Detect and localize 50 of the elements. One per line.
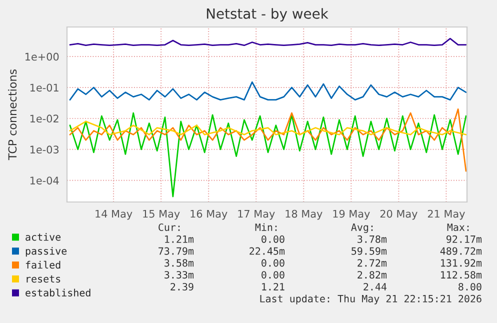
legend-label: active [26, 233, 61, 241]
line-series [69, 108, 467, 172]
x-tick-label: 16 May [190, 210, 228, 220]
y-tick-label: 1e-02 [30, 114, 58, 123]
text: 0.00 [262, 271, 284, 279]
text: 2.44 [364, 282, 387, 290]
text: 59.59m [352, 247, 387, 255]
y-tick-label: 1e-04 [30, 176, 59, 184]
text: 3.33m [164, 271, 194, 279]
x-tick-label: 15 May [143, 210, 180, 220]
x-tick-label: 14 May [96, 210, 132, 220]
x-tick-label: 20 May [380, 210, 418, 220]
x-tick-label: 18 May [286, 210, 322, 220]
text: Avg: [351, 224, 373, 233]
x-tick-label: 19 May [333, 210, 370, 220]
y-tick-label: 1e-03 [30, 146, 59, 154]
y-axis-title: TCP connections [8, 69, 17, 160]
x-tick-label: 17 May [238, 210, 275, 220]
text: 22.45m [250, 247, 285, 255]
text: 2.82m [358, 271, 387, 279]
legend-label: resets [26, 275, 60, 283]
chart-title: Netstat - by week [206, 8, 328, 22]
legend-label: established [26, 288, 90, 297]
text: Max: [447, 224, 469, 232]
legend-label: passive [26, 246, 67, 257]
text: 2.72m [358, 259, 387, 267]
y-tick-label: 1e-01 [30, 84, 58, 92]
text: 1.21m [165, 235, 194, 243]
text: Min: [255, 223, 277, 231]
line-series [69, 38, 467, 46]
x-tick-label: 21 May [428, 210, 465, 220]
text: 0.00 [262, 235, 284, 243]
text: 112.58m [441, 271, 482, 279]
legend-label: failed [26, 260, 60, 269]
text: Last update: Thu May 21 22:15:21 2026 [260, 294, 482, 304]
text: 73.79m [158, 247, 194, 255]
text: 131.92m [441, 259, 482, 267]
text: 489.72m [440, 247, 482, 255]
text: 1.21 [262, 282, 284, 290]
line-series [69, 112, 467, 198]
text: 3.78m [358, 235, 387, 243]
text: 3.58m [164, 259, 194, 267]
line-series [69, 81, 467, 101]
text: 92.17m [446, 235, 482, 243]
line-series [69, 120, 467, 136]
text: 2.39 [170, 282, 194, 291]
text: 8.00 [458, 282, 482, 291]
y-tick-label: 1e+00 [25, 52, 59, 61]
text: 0.00 [262, 259, 284, 267]
text: Cur: [158, 223, 180, 232]
